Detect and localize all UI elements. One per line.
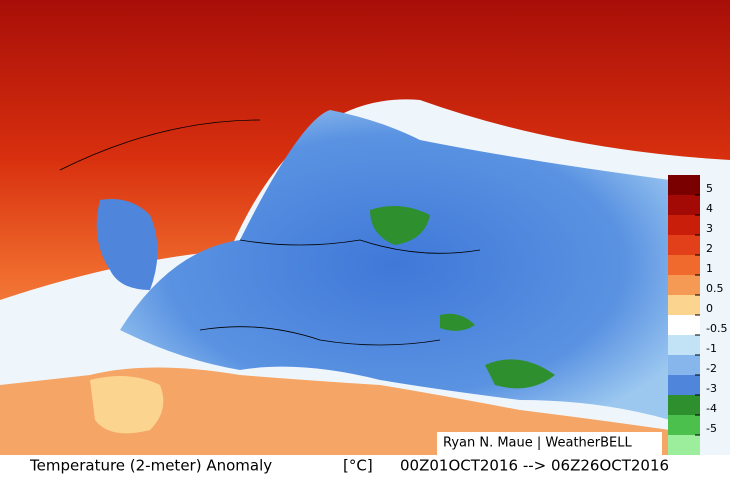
colorbar-segment: [668, 415, 700, 435]
colorbar-segment: [668, 335, 700, 355]
warm-iberia: [90, 376, 164, 434]
colorbar-segment: [668, 175, 700, 195]
colorbar-segment: [668, 295, 700, 315]
credit: Ryan N. Maue | WeatherBELL: [443, 436, 633, 451]
colorbar-tick-label: 0: [706, 302, 713, 315]
colorbar-tick-label: -1: [706, 342, 717, 355]
credit-box: [437, 432, 662, 455]
green-anomaly: [485, 359, 555, 389]
colorbar-segment: [668, 355, 700, 375]
colorbar-segment: [668, 275, 700, 295]
title-bar: [0, 455, 730, 475]
colorbar-tick-label: -4: [706, 402, 717, 415]
colorbar-segment: [668, 215, 700, 235]
cold-anomaly-uk: [96, 199, 158, 290]
colorbar-segment: [668, 315, 700, 335]
colorbar-tick-label: 1: [706, 262, 713, 275]
colorbar-tick-label: -5: [706, 422, 717, 435]
colorbar-segment: [668, 375, 700, 395]
unit: [°C]: [343, 457, 373, 475]
colorbar-tick-label: 2: [706, 242, 713, 255]
colorbar-tick-label: 3: [706, 222, 713, 235]
green-anomaly: [440, 313, 475, 331]
map: [0, 0, 730, 456]
title: Temperature (2-meter) Anomaly: [29, 457, 272, 475]
colorbar-segment: [668, 195, 700, 215]
colorbar-segment: [668, 395, 700, 415]
period: 00Z01OCT2016 --> 06Z26OCT2016: [400, 457, 669, 475]
colorbar-segment: [668, 235, 700, 255]
colorbar-tick-label: -2: [706, 362, 717, 375]
colorbar-segment: [668, 435, 700, 455]
colorbar-tick-label: 0.5: [706, 282, 724, 295]
colorbar-tick-label: 4: [706, 202, 713, 215]
borders: [59, 119, 481, 346]
colorbar: 5 4 3 2 1 0.5 0 -0.5 -1 -2 -3 -4 -5: [668, 175, 727, 455]
colorbar-tick-label: -0.5: [706, 322, 727, 335]
colorbar-tick-label: -3: [706, 382, 717, 395]
green-anomaly: [370, 206, 430, 245]
cold-anomaly: [120, 110, 670, 420]
colorbar-segment: [668, 255, 700, 275]
colorbar-tick-label: 5: [706, 182, 713, 195]
